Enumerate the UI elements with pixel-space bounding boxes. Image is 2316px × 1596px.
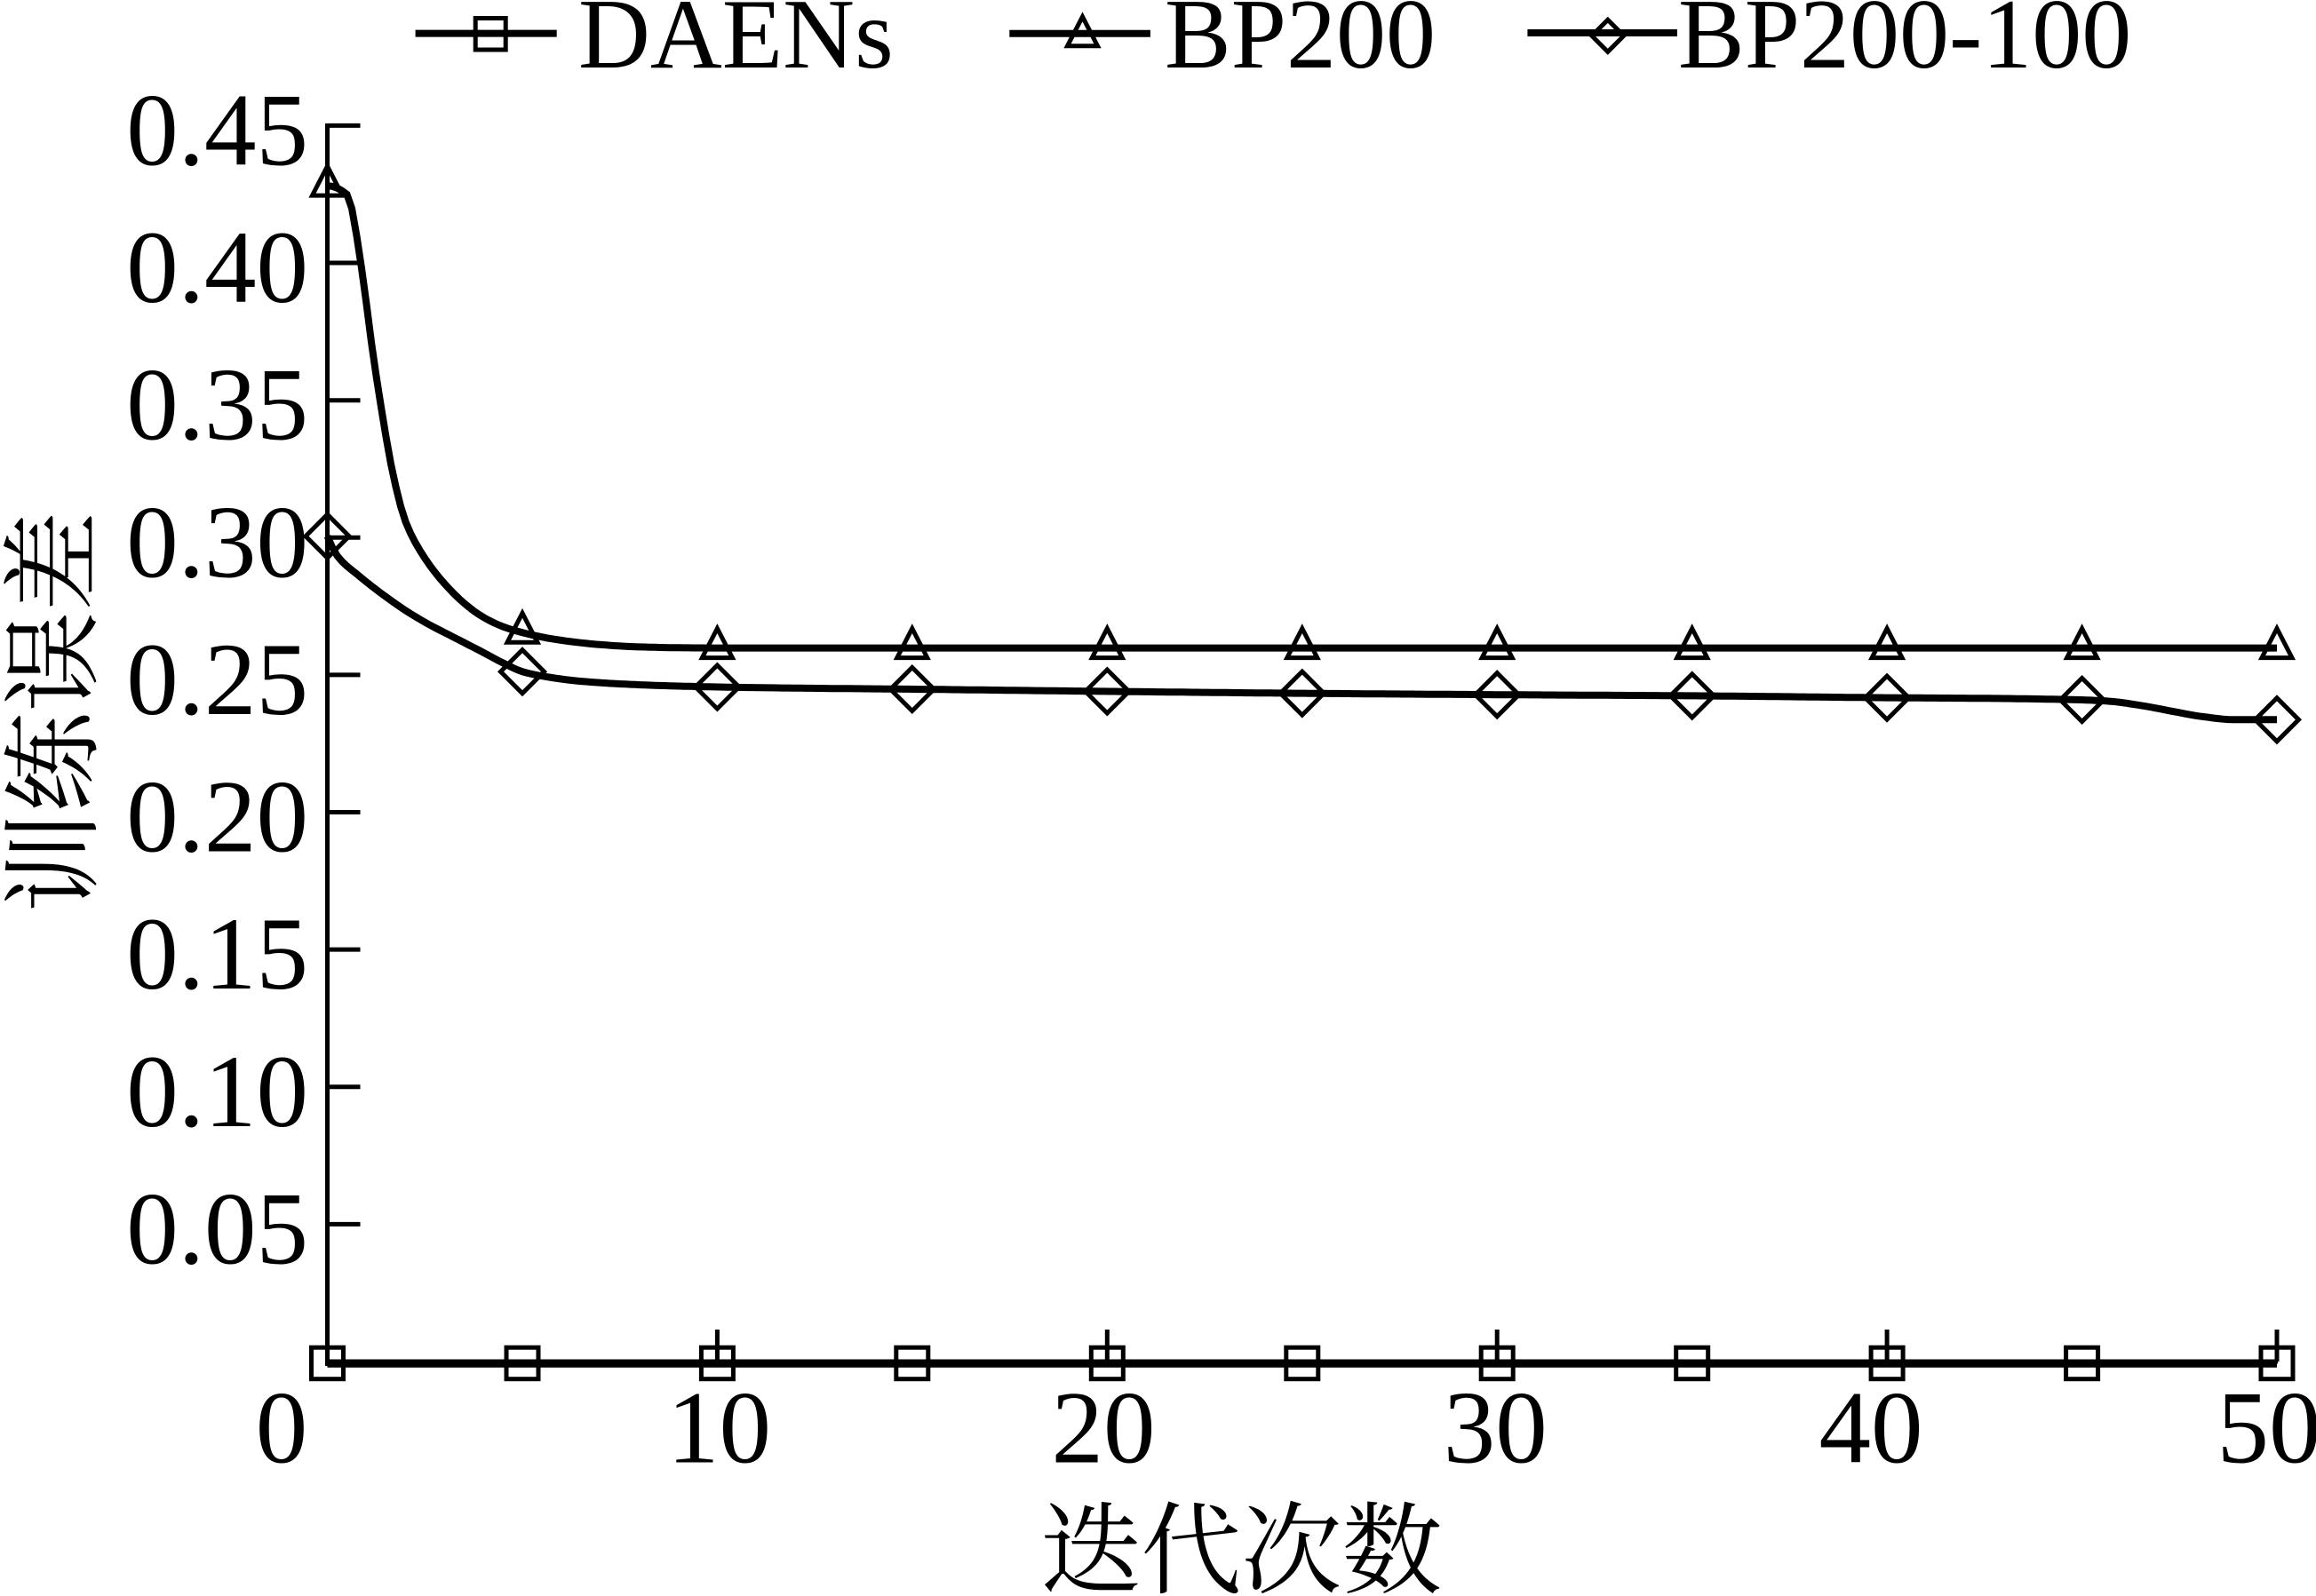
svg-text:0.30: 0.30 xyxy=(126,485,308,599)
svg-text:40: 40 xyxy=(1819,1371,1923,1486)
svg-text:0.45: 0.45 xyxy=(126,73,308,187)
svg-text:0.05: 0.05 xyxy=(126,1171,308,1286)
svg-text:0: 0 xyxy=(256,1371,308,1486)
svg-text:20: 20 xyxy=(1052,1371,1156,1486)
svg-text:50: 50 xyxy=(2217,1371,2316,1486)
svg-text:0.35: 0.35 xyxy=(126,348,308,463)
svg-text:BP200-100: BP200-100 xyxy=(1678,0,2131,90)
svg-text:0.15: 0.15 xyxy=(126,897,308,1012)
svg-text:10: 10 xyxy=(667,1371,771,1486)
svg-text:30: 30 xyxy=(1444,1371,1548,1486)
svg-text:0.25: 0.25 xyxy=(126,623,308,737)
svg-text:0.40: 0.40 xyxy=(126,210,308,325)
svg-text:0.20: 0.20 xyxy=(126,760,308,875)
svg-text:BP200: BP200 xyxy=(1165,0,1436,90)
svg-text:0.10: 0.10 xyxy=(126,1035,308,1149)
svg-text:DAENs: DAENs xyxy=(578,0,894,90)
